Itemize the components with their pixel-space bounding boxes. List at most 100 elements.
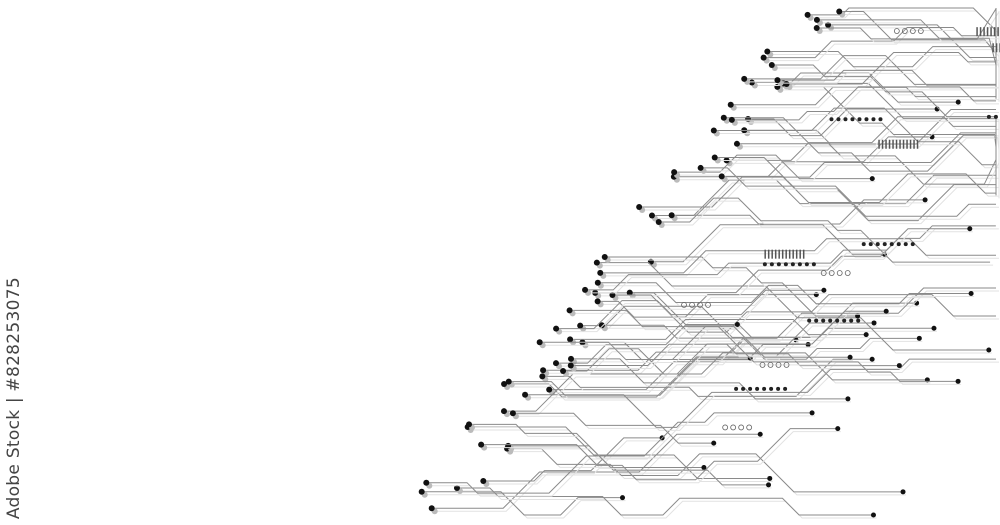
circuit-trace: [421, 491, 623, 516]
circuit-trace: [714, 157, 996, 222]
credit-separator: |: [4, 397, 24, 404]
trace-shadow: [716, 110, 1000, 199]
circuit-trace: [503, 310, 887, 412]
chip-ring: [820, 270, 827, 276]
circuit-trace: [571, 358, 848, 400]
circuit-pad: [845, 396, 851, 402]
pad-row: [857, 117, 862, 122]
chip-pin: [799, 249, 801, 259]
circuit-trace: [507, 448, 904, 493]
circuit-trace: [650, 224, 885, 263]
circuit-pad: [478, 441, 485, 448]
trace-shadow: [751, 111, 941, 140]
chip-pin: [992, 43, 994, 53]
pad-row: [748, 386, 753, 391]
pad-row: [804, 262, 809, 267]
trace-shadow: [766, 30, 999, 62]
circuit-trace: [674, 154, 873, 180]
circuit-pad: [668, 212, 675, 219]
circuit-pad: [711, 440, 717, 446]
pad-row: [835, 318, 840, 323]
chip-pin: [979, 27, 982, 37]
pad-row: [762, 262, 767, 267]
circuit-trace: [595, 292, 917, 338]
circuit-trace: [731, 86, 996, 121]
circuit-pad: [566, 307, 573, 314]
trace-shadow: [486, 440, 666, 485]
pad-row: [842, 318, 847, 323]
circuit-trace: [456, 487, 874, 516]
chip-ring: [681, 302, 687, 308]
circuit-trace: [481, 428, 838, 481]
chip-ring: [689, 302, 695, 308]
chip-ring: [697, 302, 703, 308]
circuit-pad: [546, 386, 553, 393]
circuit-pad: [626, 289, 633, 296]
trace-shadow: [585, 344, 812, 363]
trace-shadow: [653, 227, 888, 266]
trace-shadow: [511, 448, 772, 489]
pad-row: [875, 242, 880, 247]
chip-pin: [916, 139, 919, 149]
circuit-pad: [539, 373, 546, 380]
circuit-trace: [612, 294, 996, 333]
circuit-trace: [726, 116, 996, 161]
pad-row: [910, 242, 915, 247]
circuit-trace: [431, 433, 761, 509]
circuit-pad: [560, 368, 567, 375]
chip-pin: [902, 139, 905, 149]
pad-row: [856, 318, 861, 323]
pad-row: [896, 242, 901, 247]
trace-shadow: [717, 160, 999, 225]
circuit-pad: [597, 269, 604, 276]
chip-pin: [986, 27, 989, 37]
circuit-pad: [748, 79, 755, 86]
chip-pin: [909, 139, 912, 149]
pad-row: [828, 318, 833, 323]
circuit-pad: [863, 332, 869, 338]
chip-ring: [746, 424, 753, 431]
circuit-trace: [512, 412, 714, 444]
circuit-pad: [783, 80, 790, 87]
chip-pin: [802, 249, 805, 259]
chip-pin: [878, 139, 880, 149]
circuit-pad: [968, 291, 974, 297]
circuit-trace: [721, 173, 996, 203]
credit-asset-id: #828253075: [4, 276, 24, 392]
circuit-pad: [804, 11, 811, 18]
circuit-trace: [539, 325, 851, 361]
circuit-pad: [836, 8, 843, 15]
circuit-trace: [556, 323, 738, 364]
circuit-pad: [553, 360, 560, 367]
pad-row: [762, 386, 767, 391]
circuit-trace: [816, 8, 997, 40]
circuit-trace: [736, 143, 997, 185]
circuit-trace: [483, 437, 663, 482]
pad-row: [878, 117, 883, 122]
chip-pin: [895, 139, 898, 149]
pad-row: [755, 386, 760, 391]
circuit-pad: [536, 339, 543, 346]
circuit-pad: [813, 25, 820, 32]
circuit-pad: [720, 114, 727, 121]
chip-pin: [767, 249, 770, 259]
chip-ring: [917, 28, 924, 34]
circuit-trace: [597, 294, 817, 318]
chip-pin: [983, 27, 985, 37]
circuit-pad: [655, 218, 662, 225]
circuit-pad: [869, 356, 875, 362]
chip-pin: [795, 249, 798, 259]
pad-row: [769, 386, 774, 391]
circuit-pad: [636, 204, 643, 211]
circuit-pad: [577, 322, 584, 329]
trace-shadow: [734, 89, 999, 124]
pad-row: [811, 262, 816, 267]
trace-shadow: [780, 72, 999, 89]
stock-credit-label: Adobe Stock | #828253075: [4, 277, 24, 519]
circuit-trace: [723, 117, 997, 172]
circuit-trace: [570, 343, 900, 367]
circuit-pad: [922, 197, 928, 203]
chip-pin: [976, 27, 978, 37]
